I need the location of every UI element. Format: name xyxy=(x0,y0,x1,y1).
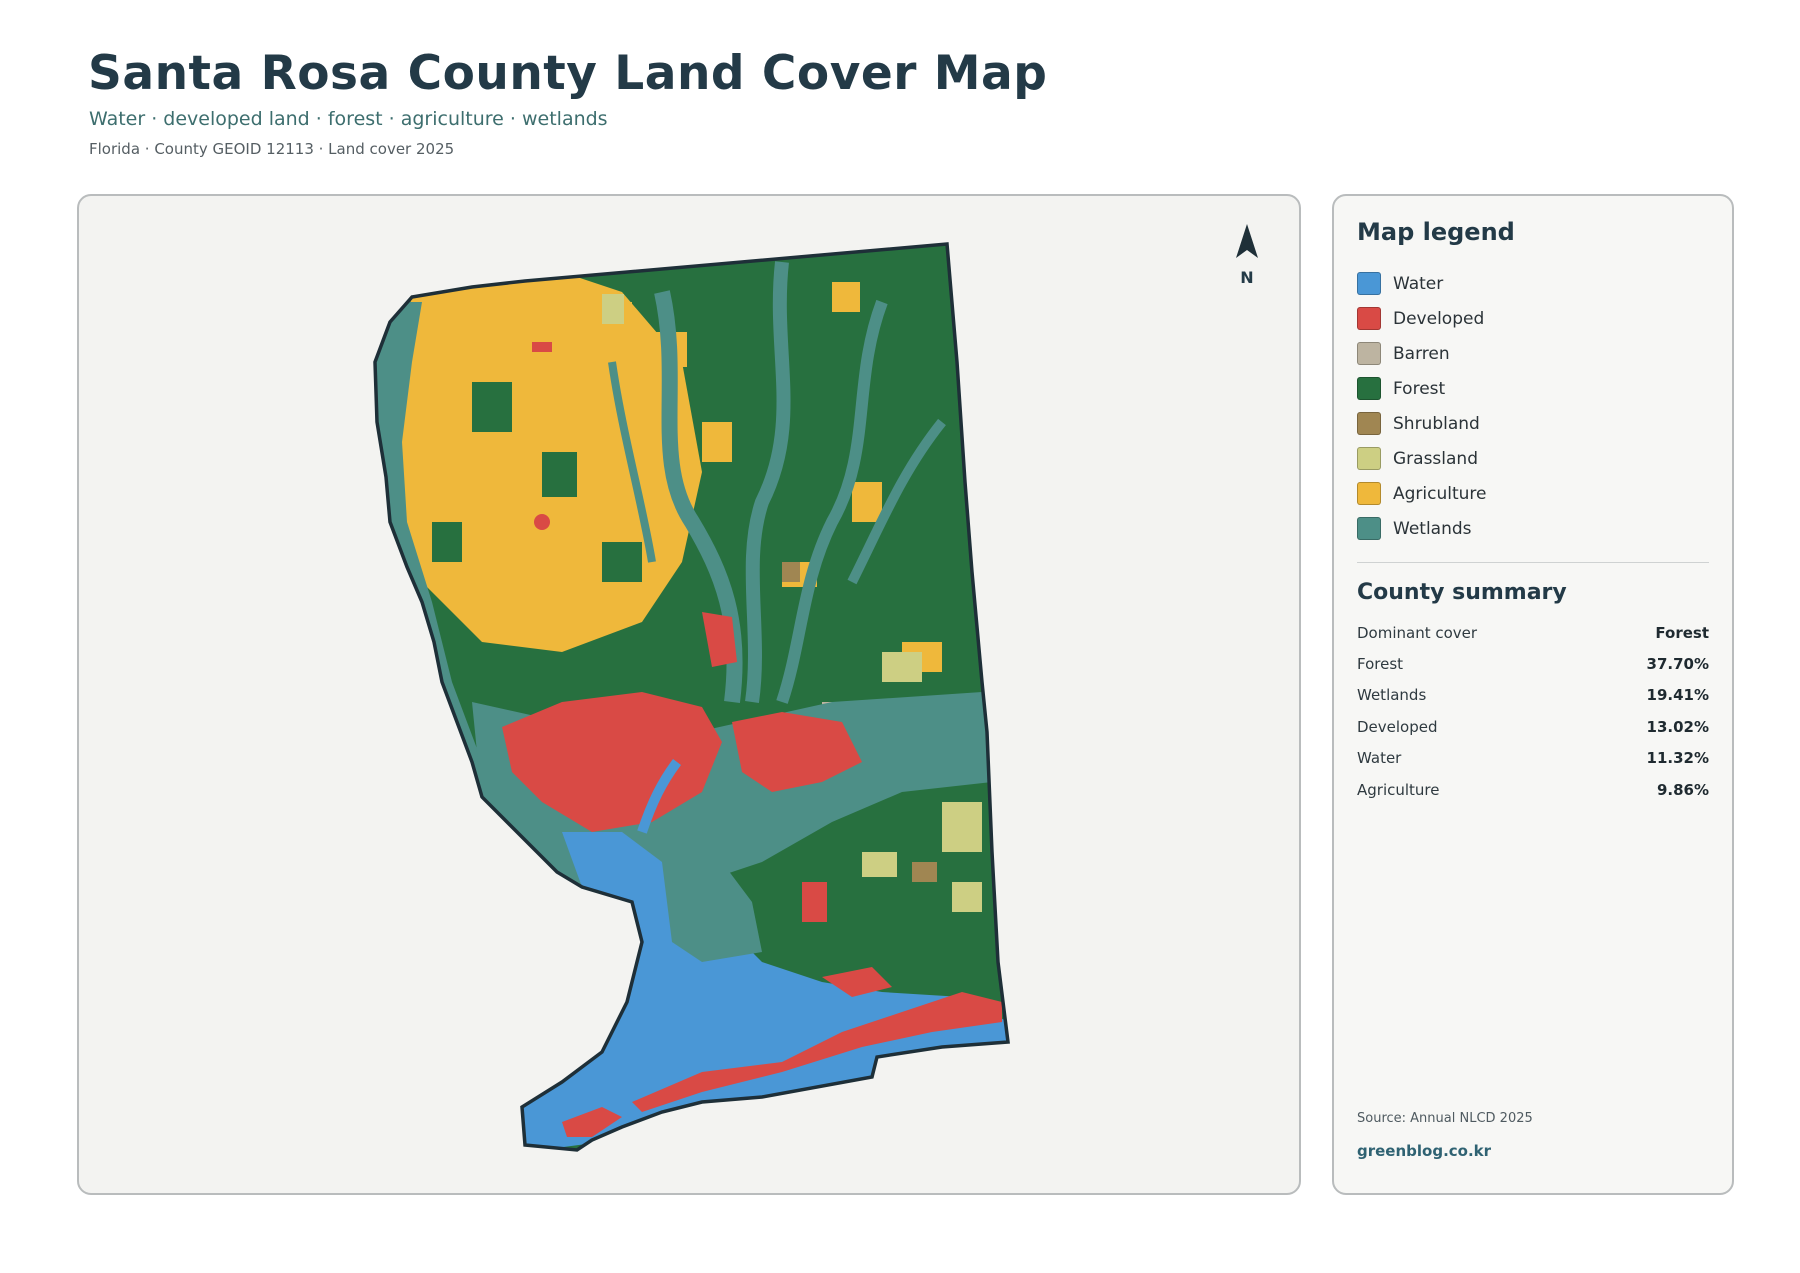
brand-link[interactable]: greenblog.co.kr xyxy=(1357,1142,1492,1160)
wetlands-river xyxy=(847,418,946,585)
legend-item-wetlands: Wetlands xyxy=(1357,511,1487,546)
summary-key: Wetlands xyxy=(1357,686,1427,705)
legend-swatch xyxy=(1357,482,1381,505)
source-note: Source: Annual NLCD 2025 xyxy=(1357,1111,1533,1126)
agriculture-patch xyxy=(832,282,860,312)
grassland-patch xyxy=(862,852,897,877)
legend-item-shrubland: Shrubland xyxy=(1357,406,1487,441)
page-subtitle: Water · developed land · forest · agricu… xyxy=(89,108,608,130)
page-title: Santa Rosa County Land Cover Map xyxy=(88,46,1048,101)
legend-swatch xyxy=(1357,307,1381,330)
forest-patch xyxy=(542,452,577,497)
legend-label: Water xyxy=(1393,273,1444,294)
north-arrow-icon xyxy=(1236,224,1258,258)
summary-row: Water 11.32% xyxy=(1357,743,1709,774)
developed-patch xyxy=(532,342,552,352)
water-river-mouth xyxy=(637,759,682,834)
grassland-patch xyxy=(602,294,624,324)
legend-panel: Map legend Water Developed Barren Forest… xyxy=(1332,194,1734,1195)
developed-pace-area xyxy=(732,712,862,792)
legend-item-developed: Developed xyxy=(1357,301,1487,336)
legend-label: Shrubland xyxy=(1393,413,1480,434)
summary-value: 13.02% xyxy=(1646,717,1709,736)
summary-key: Agriculture xyxy=(1357,780,1440,799)
grassland-patch xyxy=(952,882,982,912)
summary-value: 19.41% xyxy=(1646,686,1709,705)
legend-item-forest: Forest xyxy=(1357,371,1487,406)
north-arrow: N xyxy=(1222,222,1272,287)
summary-title: County summary xyxy=(1357,580,1567,605)
developed-navarre-strip xyxy=(632,992,1002,1112)
wetlands-peninsula xyxy=(662,862,762,962)
summary-key: Forest xyxy=(1357,655,1404,674)
agriculture-patch xyxy=(852,482,882,522)
legend-label: Forest xyxy=(1393,378,1446,399)
summary-key: Developed xyxy=(1357,717,1438,736)
legend-label: Grassland xyxy=(1393,448,1478,469)
legend-swatch xyxy=(1357,272,1381,295)
legend-swatch xyxy=(1357,377,1381,400)
page-meta: Florida · County GEOID 12113 · Land cove… xyxy=(89,140,455,158)
developed-patch xyxy=(822,967,892,997)
wetlands-river xyxy=(745,261,791,703)
summary-row: Developed 13.02% xyxy=(1357,711,1709,742)
developed-patch xyxy=(802,882,827,922)
wetlands-river xyxy=(608,361,656,563)
legend-item-agriculture: Agriculture xyxy=(1357,476,1487,511)
map-panel[interactable] xyxy=(77,194,1301,1195)
wetlands-river xyxy=(776,299,888,704)
developed-milton-area xyxy=(502,692,722,832)
land-cover-map[interactable] xyxy=(79,196,1301,1195)
legend-swatch xyxy=(1357,412,1381,435)
legend-swatch xyxy=(1357,447,1381,470)
summary-value: Forest xyxy=(1655,623,1709,642)
grassland-patch xyxy=(942,802,982,852)
summary-key: Dominant cover xyxy=(1357,623,1478,642)
shrubland-patch xyxy=(912,862,937,882)
forest-patch xyxy=(432,522,462,562)
summary-value: 9.86% xyxy=(1656,780,1709,799)
legend-label: Agriculture xyxy=(1393,483,1487,504)
summary-row: Wetlands 19.41% xyxy=(1357,680,1709,711)
legend-label: Wetlands xyxy=(1393,518,1472,539)
legend-title: Map legend xyxy=(1357,218,1515,246)
shrubland-patch xyxy=(782,562,800,582)
summary-row: Dominant cover Forest xyxy=(1357,617,1709,648)
summary-value: 37.70% xyxy=(1646,655,1709,674)
legend-label: Barren xyxy=(1393,343,1450,364)
developed-gulf-breeze xyxy=(562,1107,622,1137)
legend-item-grassland: Grassland xyxy=(1357,441,1487,476)
legend-swatch xyxy=(1357,517,1381,540)
summary-row: Forest 37.70% xyxy=(1357,648,1709,679)
developed-patch xyxy=(702,612,737,667)
summary-key: Water xyxy=(1357,749,1402,768)
legend-label: Developed xyxy=(1393,308,1485,329)
legend-swatch xyxy=(1357,342,1381,365)
north-label: N xyxy=(1240,268,1254,287)
divider xyxy=(1357,562,1709,563)
forest-patch xyxy=(602,542,642,582)
legend-item-water: Water xyxy=(1357,266,1487,301)
summary-table: Dominant cover Forest Forest 37.70% Wetlan… xyxy=(1357,617,1709,805)
grassland-patch xyxy=(882,652,922,682)
forest-patch xyxy=(472,382,512,432)
legend-list: Water Developed Barren Forest Shrubland … xyxy=(1357,266,1487,546)
legend-item-barren: Barren xyxy=(1357,336,1487,371)
summary-value: 11.32% xyxy=(1646,749,1709,768)
agriculture-patch xyxy=(702,422,732,462)
developed-patch xyxy=(534,514,550,530)
summary-row: Agriculture 9.86% xyxy=(1357,774,1709,805)
